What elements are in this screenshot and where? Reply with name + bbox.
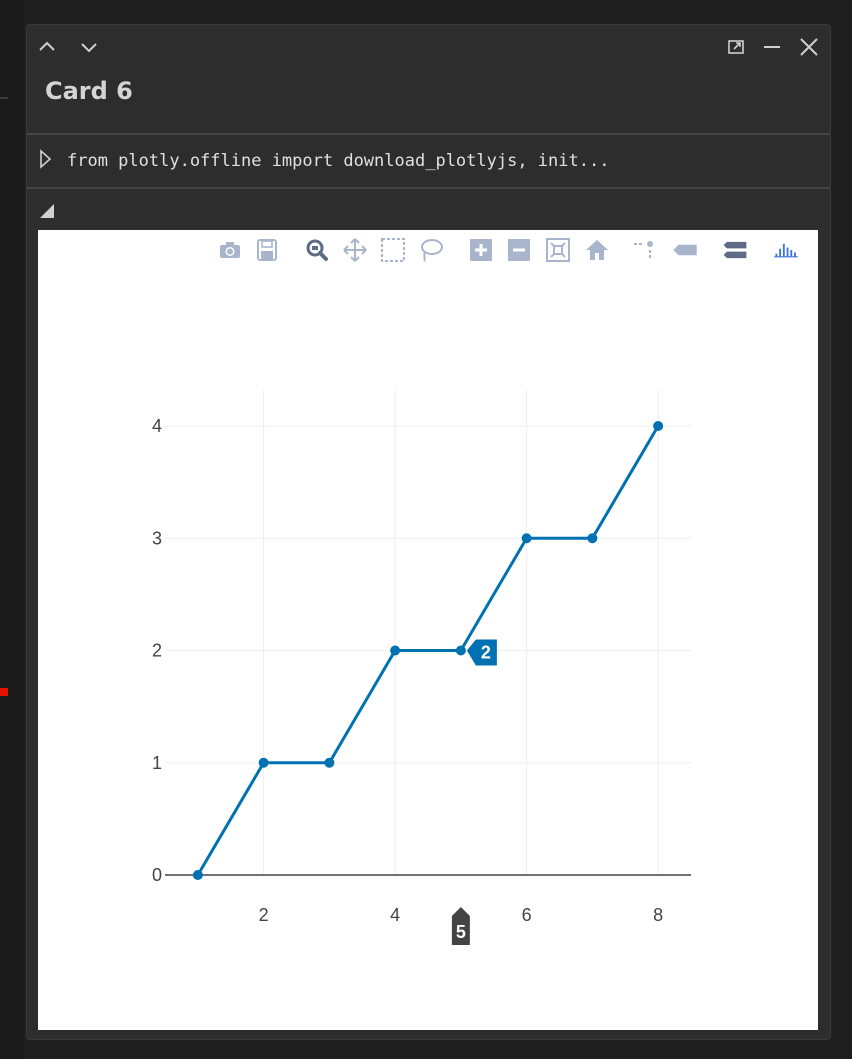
y-hover-label: 2 — [466, 639, 497, 666]
x-tick-label: 4 — [390, 905, 400, 925]
x-hover-label: 5 — [451, 907, 470, 945]
chevron-down-icon[interactable] — [77, 35, 101, 59]
y-tick-label: 2 — [152, 641, 162, 661]
x-tick-label: 6 — [522, 905, 532, 925]
expand-code-icon[interactable] — [39, 149, 53, 169]
y-tick-label: 0 — [152, 865, 162, 885]
x-hover-text: 5 — [456, 922, 466, 942]
y-hover-box — [466, 639, 497, 666]
lasso-icon[interactable] — [418, 238, 444, 262]
modebar — [38, 230, 818, 270]
left-gutter — [0, 0, 24, 1059]
y-tick-label: 1 — [152, 753, 162, 773]
data-point — [521, 533, 532, 544]
data-point — [258, 757, 269, 768]
save-icon[interactable] — [254, 238, 280, 262]
hover-compare-icon[interactable] — [722, 238, 754, 262]
hover-closest-icon[interactable] — [672, 238, 712, 262]
code-preview[interactable]: from plotly.offline import download_plot… — [67, 151, 610, 171]
collapse-output-icon[interactable] — [39, 203, 55, 219]
data-point — [324, 757, 335, 768]
code-divider — [27, 187, 830, 189]
x-hover-box — [451, 907, 470, 945]
x-tick-label: 2 — [259, 905, 269, 925]
data-point — [390, 645, 401, 656]
close-icon[interactable] — [797, 35, 821, 59]
popout-icon[interactable] — [724, 35, 748, 59]
card-title: Card 6 — [45, 77, 133, 105]
card-panel: Card 6 from plotly.offline import downlo… — [26, 24, 831, 1040]
chevron-up-icon[interactable] — [35, 35, 59, 59]
autoscale-icon[interactable] — [545, 238, 571, 262]
plot-output: 2 4 6 8 0 1 2 3 4 2 5 — [38, 230, 818, 1030]
title-divider — [27, 133, 830, 135]
y-tick-label: 4 — [152, 416, 162, 436]
data-point — [455, 645, 466, 656]
gutter-divider — [0, 97, 8, 99]
pan-icon[interactable] — [342, 238, 368, 262]
line-chart[interactable]: 2 4 6 8 0 1 2 3 4 2 5 — [38, 230, 818, 1030]
data-point — [653, 421, 664, 431]
zoom-out-icon[interactable] — [506, 238, 532, 262]
code-cell: from plotly.offline import download_plot… — [27, 137, 830, 187]
zoom-in-icon[interactable] — [468, 238, 494, 262]
x-tick-label: 8 — [653, 905, 663, 925]
series-line — [196, 425, 660, 876]
plotly-logo-icon[interactable] — [773, 238, 815, 262]
y-tick-label: 3 — [152, 528, 162, 548]
camera-icon[interactable] — [217, 238, 243, 262]
card-titlebar — [27, 25, 830, 71]
home-icon[interactable] — [584, 238, 610, 262]
data-point — [587, 533, 598, 544]
error-marker — [0, 688, 8, 696]
data-point — [192, 870, 203, 880]
zoom-icon[interactable] — [304, 238, 330, 262]
y-hover-text: 2 — [481, 643, 491, 663]
box-select-icon[interactable] — [380, 238, 406, 262]
spike-lines-icon[interactable] — [632, 238, 658, 262]
minimize-icon[interactable] — [760, 35, 784, 59]
